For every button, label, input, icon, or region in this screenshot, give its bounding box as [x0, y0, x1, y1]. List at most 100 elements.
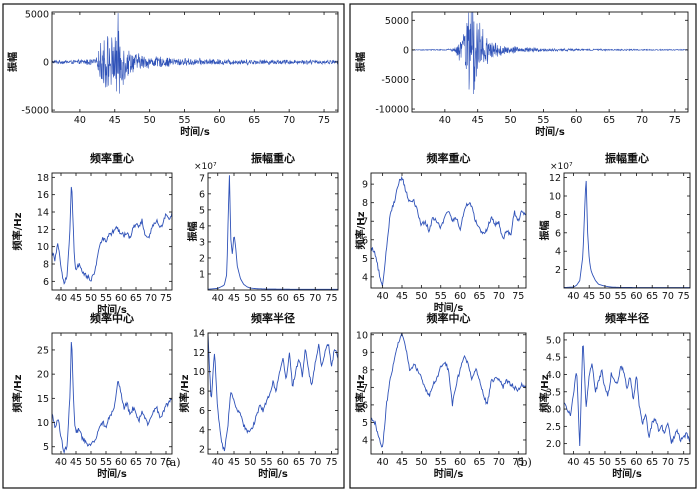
y-tick-label: 14 [193, 329, 205, 340]
x-tick-label: 65 [473, 291, 485, 302]
plot-frame [51, 172, 173, 291]
y-tick-label: 4 [199, 425, 205, 436]
chart-title: 频率重心 [90, 151, 134, 165]
y-tick-label: 16 [37, 190, 49, 201]
y-tick-label: 7 [199, 173, 205, 184]
x-tick-label: 65 [130, 457, 142, 468]
plot-frame [51, 332, 173, 455]
x-tick-label: 40 [377, 457, 389, 468]
y-scale-label: ×10⁷ [194, 162, 217, 172]
y-axis-label: 频率/Hz [11, 212, 24, 250]
x-tick-label: 55 [435, 457, 447, 468]
x-tick-label: 40 [439, 115, 451, 126]
series-line [52, 341, 172, 454]
x-tick-label: 45 [70, 457, 82, 468]
x-tick-label: 50 [599, 291, 611, 302]
x-tick-label: 70 [662, 457, 674, 468]
x-axis-label: 时间/s [180, 125, 210, 138]
y-scale-label: ×10⁷ [550, 162, 573, 172]
x-tick-label: 40 [212, 293, 224, 304]
y-tick-label: 5 [43, 442, 49, 453]
x-tick-label: 65 [646, 457, 658, 468]
y-tick-label: 10 [549, 192, 561, 203]
x-tick-label: 45 [228, 457, 240, 468]
x-tick-label: 40 [55, 457, 67, 468]
x-tick-label: 50 [599, 457, 611, 468]
y-tick-label: 14 [37, 208, 49, 219]
series-line [371, 333, 526, 448]
x-tick-label: 55 [260, 293, 272, 304]
y-tick-label: 12 [37, 225, 49, 236]
y-tick-label: 5 [199, 205, 205, 216]
x-tick-label: 55 [178, 115, 190, 126]
y-axis-label: 频率/Hz [354, 211, 367, 249]
x-tick-label: 50 [415, 291, 427, 302]
y-tick-label: 5 [362, 418, 368, 429]
x-tick-label: 65 [603, 115, 615, 126]
x-tick-label: 65 [293, 293, 305, 304]
x-tick-label: 45 [109, 115, 121, 126]
y-tick-label: 0 [43, 58, 49, 69]
y-tick-label: 3.0 [546, 405, 561, 416]
x-tick-label: 50 [505, 115, 517, 126]
x-tick-label: 55 [615, 457, 627, 468]
chart-title: 频率中心 [427, 311, 471, 325]
y-tick-label: 20 [37, 370, 49, 381]
x-tick-label: 70 [493, 291, 505, 302]
x-tick-label: 55 [615, 291, 627, 302]
y-tick-label: 5 [362, 254, 368, 265]
y-tick-label: 9 [362, 348, 368, 359]
x-tick-label: 45 [472, 115, 484, 126]
x-tick-label: 70 [145, 457, 157, 468]
y-tick-label: 2 [199, 445, 205, 456]
plot-panel-b-7: 40 45 50 55 60 65 70 75 2 4 6 8 10 12 振幅重心 ×10⁷ 振幅 [538, 151, 691, 302]
x-tick-label: 40 [377, 291, 389, 302]
y-tick-label: 4 [555, 247, 561, 258]
y-tick-label: 8 [199, 387, 205, 398]
series-line [52, 13, 338, 94]
y-tick-label: 8 [362, 198, 368, 209]
y-axis-label: 振幅 [6, 52, 19, 72]
x-tick-label: 65 [293, 457, 305, 468]
x-tick-label: 70 [493, 457, 505, 468]
x-tick-label: 40 [55, 293, 67, 304]
x-tick-label: 45 [396, 291, 408, 302]
x-tick-label: 75 [678, 457, 690, 468]
y-axis-label: 振幅 [538, 221, 551, 241]
plot-panel-b-5: 40 45 50 55 60 65 70 75 -10000 -5000 0 5000 时间/s 振幅 [354, 11, 689, 138]
x-tick-label: 60 [213, 115, 225, 126]
x-tick-label: 75 [512, 457, 524, 468]
y-tick-label: 2.0 [546, 439, 561, 450]
plot-frame [563, 172, 691, 289]
x-tick-label: 45 [396, 457, 408, 468]
x-tick-label: 55 [435, 291, 447, 302]
x-tick-label: 50 [85, 293, 97, 304]
x-tick-label: 75 [678, 291, 690, 302]
x-tick-label: 70 [283, 115, 295, 126]
y-tick-label: -5000 [381, 75, 409, 86]
x-tick-label: 75 [325, 293, 337, 304]
x-tick-label: 55 [537, 115, 549, 126]
x-tick-label: 55 [260, 457, 272, 468]
y-tick-label: 5000 [25, 9, 49, 20]
chart-title: 频率半径 [605, 311, 649, 325]
panel-a-label: (a) [165, 456, 180, 469]
x-tick-label: 75 [512, 291, 524, 302]
y-tick-label: 6 [43, 277, 49, 288]
x-tick-label: 60 [277, 457, 289, 468]
y-tick-label: 10 [37, 418, 49, 429]
y-tick-label: 0 [403, 45, 409, 56]
y-tick-label: 12 [549, 173, 561, 184]
plot-frame [411, 11, 689, 113]
plot-frame [207, 172, 339, 291]
x-tick-label: 55 [100, 293, 112, 304]
x-tick-label: 40 [567, 291, 579, 302]
y-tick-label: 5000 [385, 16, 409, 27]
x-tick-label: 50 [244, 457, 256, 468]
x-tick-label: 60 [115, 457, 127, 468]
x-tick-label: 70 [145, 293, 157, 304]
x-tick-label: 40 [212, 457, 224, 468]
